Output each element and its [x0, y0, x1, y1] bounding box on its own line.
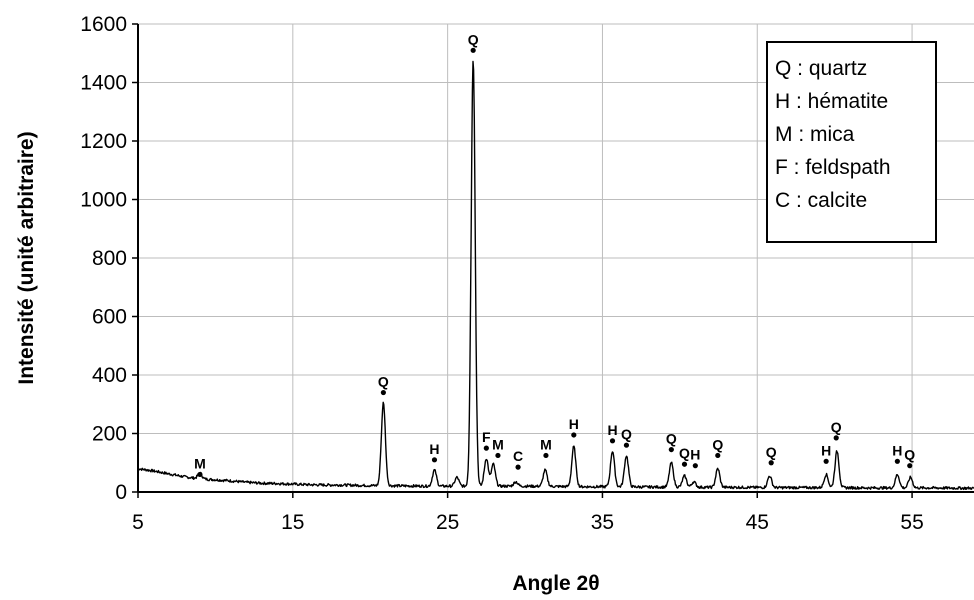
peak-marker-dot [571, 432, 577, 438]
peak-marker-dot [380, 389, 386, 396]
legend-entry-feldspath: F : feldspath [775, 156, 891, 179]
peak-marker-dot [823, 458, 829, 464]
y-tick-label: 1000 [80, 189, 127, 212]
peak-marker-dot [715, 452, 721, 459]
peak-marker-dot [495, 452, 501, 459]
x-tick-label: 5 [132, 511, 144, 534]
legend-box [766, 41, 937, 243]
peak-label: Q [621, 426, 632, 442]
y-tick-label: 0 [115, 481, 127, 504]
peak-label: Q [766, 444, 777, 460]
peak-label: H [607, 422, 617, 438]
peak-marker-dot [197, 471, 203, 478]
peak-label: Q [378, 374, 389, 390]
peak-label: Q [679, 445, 690, 461]
y-tick-label: 1600 [80, 13, 127, 36]
diffraction-series-line [137, 60, 974, 491]
y-tick-label: 1400 [80, 72, 127, 95]
peak-label: Q [666, 431, 677, 447]
peak-marker-dot [907, 463, 913, 469]
peak-marker-dot [483, 445, 489, 451]
grid [138, 23, 974, 492]
x-tick-label: 25 [436, 511, 459, 534]
legend: Q : quartz H : hématite M : mica F : fel… [766, 41, 937, 243]
peak-marker-dot [470, 47, 476, 53]
y-axis-title: Intensité (unité arbitraire) [15, 131, 38, 384]
peak-marker-dot [894, 458, 900, 464]
x-tick-label: 15 [281, 511, 304, 534]
tick-labels: 0 200 400 600 800 1000 1200 1400 1600 5 15 25 35 45 55 [80, 13, 923, 534]
peak-label: Q [831, 419, 842, 435]
x-tick-label: 35 [591, 511, 614, 534]
x-tick-label: 45 [746, 511, 769, 534]
legend-entry-hematite: H : hématite [775, 90, 888, 113]
legend-entry-quartz: Q : quartz [775, 57, 867, 80]
peak-label: Q [904, 447, 915, 463]
peak-label: H [569, 416, 579, 432]
legend-entry-calcite: C : calcite [775, 189, 867, 212]
peak-marker-dot [692, 463, 698, 469]
peak-label: M [194, 455, 206, 471]
peak-label: Q [712, 436, 723, 452]
peak-label: Q [468, 31, 479, 47]
y-tick-label: 200 [92, 423, 127, 446]
y-tick-label: 1200 [80, 130, 127, 153]
y-tick-label: 600 [92, 306, 127, 329]
axes [132, 23, 974, 498]
peak-label: H [892, 442, 902, 458]
y-tick-label: 400 [92, 364, 127, 387]
x-tick-label: 55 [900, 511, 923, 534]
x-axis-title: Angle 2θ [512, 572, 599, 595]
peak-label: H [821, 442, 831, 458]
peak-label: H [690, 447, 700, 463]
peak-marker-dot [768, 460, 774, 466]
peak-marker-dot [515, 464, 521, 470]
peak-marker-dot [609, 438, 616, 444]
y-tick-label: 800 [92, 247, 127, 270]
peak-marker-dot [833, 435, 839, 441]
peak-marker-dot [623, 442, 630, 448]
peak-marker-dot [543, 452, 549, 459]
peak-marker-dot [681, 461, 688, 467]
peak-label: M [540, 436, 552, 452]
peak-marker-dot [668, 446, 674, 453]
peak-label: M [492, 436, 504, 452]
peak-marker-dot [431, 457, 438, 463]
peak-label: C [513, 448, 523, 464]
peak-label: F [482, 429, 491, 445]
peak-label: H [429, 441, 439, 457]
legend-entry-mica: M : mica [775, 123, 855, 146]
